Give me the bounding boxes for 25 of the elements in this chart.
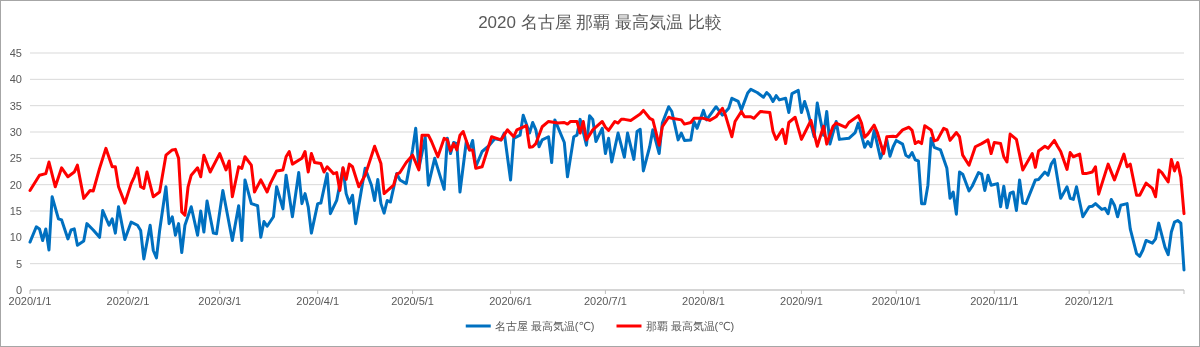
y-tick-label: 10 [9,231,22,244]
y-tick-label: 30 [9,126,22,138]
chart-title: 2020 名古屋 那覇 最高気温 比較 [478,13,722,32]
y-tick-label: 35 [9,99,22,112]
y-tick-label: 0 [15,284,22,296]
x-tick-label: 2020/1/1 [8,295,52,307]
x-tick-label: 2020/2/1 [106,295,150,307]
y-tick-label: 15 [9,205,22,217]
x-tick-label: 2020/5/1 [391,295,434,307]
x-tick-label: 2020/9/1 [780,295,823,307]
x-tick-label: 2020/11/1 [970,295,1019,307]
y-tick-label: 45 [9,47,22,59]
x-tick-label: 2020/4/1 [296,295,340,307]
x-tick-label: 2020/12/1 [1064,295,1114,307]
legend-label: 那覇 最高気温(℃) [645,320,735,332]
x-tick-label: 2020/6/1 [489,295,532,307]
y-tick-label: 5 [15,257,22,270]
x-tick-label: 2020/10/1 [871,295,921,307]
y-tick-label: 20 [9,178,22,191]
x-tick-label: 2020/3/1 [198,295,242,307]
x-tick-label: 2020/8/1 [682,295,725,307]
y-tick-label: 25 [9,152,22,165]
x-tick-label: 2020/7/1 [584,295,627,307]
y-tick-label: 40 [9,73,22,86]
legend-label: 名古屋 最高気温(℃) [494,320,595,332]
